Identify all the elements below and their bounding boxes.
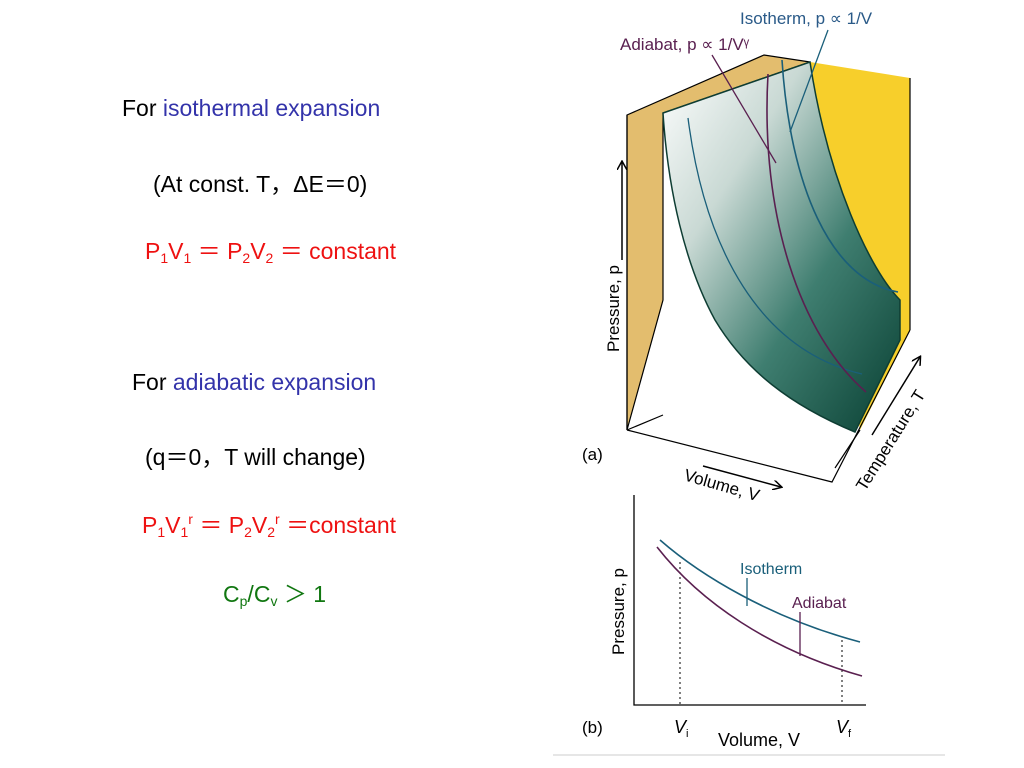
heading-prefix: For bbox=[122, 95, 163, 121]
eq-v1: V bbox=[165, 512, 181, 538]
base-frame bbox=[626, 78, 911, 483]
eq-sub-2: 2 bbox=[244, 524, 252, 540]
isotherm-label: Isotherm, p ∝ 1/V bbox=[740, 9, 873, 28]
eq-p2: P bbox=[228, 512, 245, 538]
adiabat-leader bbox=[711, 54, 777, 164]
adiabatic-condition: (q＝0，T will change) bbox=[145, 444, 366, 470]
heading-prefix: For bbox=[132, 369, 173, 395]
isotherm-curve-front bbox=[687, 117, 863, 375]
eq-constant: ＝constant bbox=[286, 512, 397, 538]
vf-label: Vf bbox=[836, 717, 852, 740]
volume-axis-label-b: Volume, V bbox=[718, 730, 800, 750]
pressure-axis-label-b: Pressure, p bbox=[609, 568, 628, 655]
adiabatic-term: adiabatic expansion bbox=[172, 369, 377, 395]
pv-surface bbox=[662, 60, 901, 433]
isotherm-text: Isotherm bbox=[740, 561, 802, 578]
ratio-c1: C bbox=[223, 581, 240, 607]
temperature-arrow bbox=[871, 357, 920, 436]
volume-arrow bbox=[702, 465, 781, 487]
eq-sub-1b: 1 bbox=[183, 250, 192, 266]
eq-sub-1: 1 bbox=[160, 250, 169, 266]
isotherm-line bbox=[659, 539, 861, 643]
eq-exp-r1: r bbox=[188, 511, 193, 527]
isothermal-term: isothermal expansion bbox=[162, 95, 381, 121]
adiabat-curve bbox=[766, 73, 867, 393]
isothermal-condition: (At const. T，ΔE＝0) bbox=[153, 171, 368, 197]
figure-a-label: (a) bbox=[582, 445, 603, 464]
figure-b-label: (b) bbox=[582, 718, 603, 737]
ratio-sub-v: v bbox=[270, 593, 278, 609]
heat-capacity-ratio: Cp/Cv ＞ 1 bbox=[223, 575, 326, 609]
eq-sub-2b: 2 bbox=[267, 524, 276, 540]
isothermal-equation: P1V1 ＝ P2V2 ＝ constant bbox=[145, 232, 396, 266]
adiabat-line bbox=[656, 546, 863, 677]
eq-v2: V bbox=[250, 238, 266, 264]
plot-axes bbox=[633, 495, 866, 706]
isothermal-heading: For isothermal expansion bbox=[122, 95, 380, 122]
isotherm-leader bbox=[789, 29, 829, 133]
adiabat-text: Adiabat bbox=[792, 595, 847, 612]
ratio-sub-p: p bbox=[239, 593, 248, 609]
vi-label: Vi bbox=[674, 717, 688, 740]
eq-v1: V bbox=[168, 238, 184, 264]
ratio-c2: C bbox=[253, 581, 271, 607]
eq-p1: P bbox=[142, 512, 158, 538]
adiabat-label: Adiabat, p ∝ 1/Vᵞ bbox=[620, 35, 750, 54]
eq-equals: ＝ bbox=[199, 512, 223, 538]
eq-sub-1: 1 bbox=[157, 524, 166, 540]
eq-sub-1b: 1 bbox=[180, 524, 189, 540]
isotherm-curve bbox=[781, 59, 899, 293]
figure-b: Isotherm Adiabat Pressure, p Volume, V V… bbox=[582, 495, 866, 750]
figure-a: Isotherm, p ∝ 1/V Adiabat, p ∝ 1/Vᵞ Pres… bbox=[582, 9, 929, 505]
eq-exp-r2: r bbox=[275, 511, 280, 527]
eq-sub-2b: 2 bbox=[265, 250, 274, 266]
ratio-gt-one: ＞ 1 bbox=[283, 581, 327, 607]
adiabatic-heading: For adiabatic expansion bbox=[132, 369, 376, 396]
pressure-axis-label: Pressure, p bbox=[604, 265, 623, 352]
eq-p2: P bbox=[227, 238, 243, 264]
eq-constant: ＝ constant bbox=[279, 238, 397, 264]
adiabatic-equation: P1V1r ＝ P2V2r ＝constant bbox=[142, 506, 396, 540]
eq-equals: ＝ bbox=[197, 238, 221, 264]
ratio-slash: / bbox=[247, 581, 254, 607]
eq-sub-2: 2 bbox=[242, 250, 251, 266]
eq-p1: P bbox=[145, 238, 161, 264]
eq-v2: V bbox=[251, 512, 268, 538]
